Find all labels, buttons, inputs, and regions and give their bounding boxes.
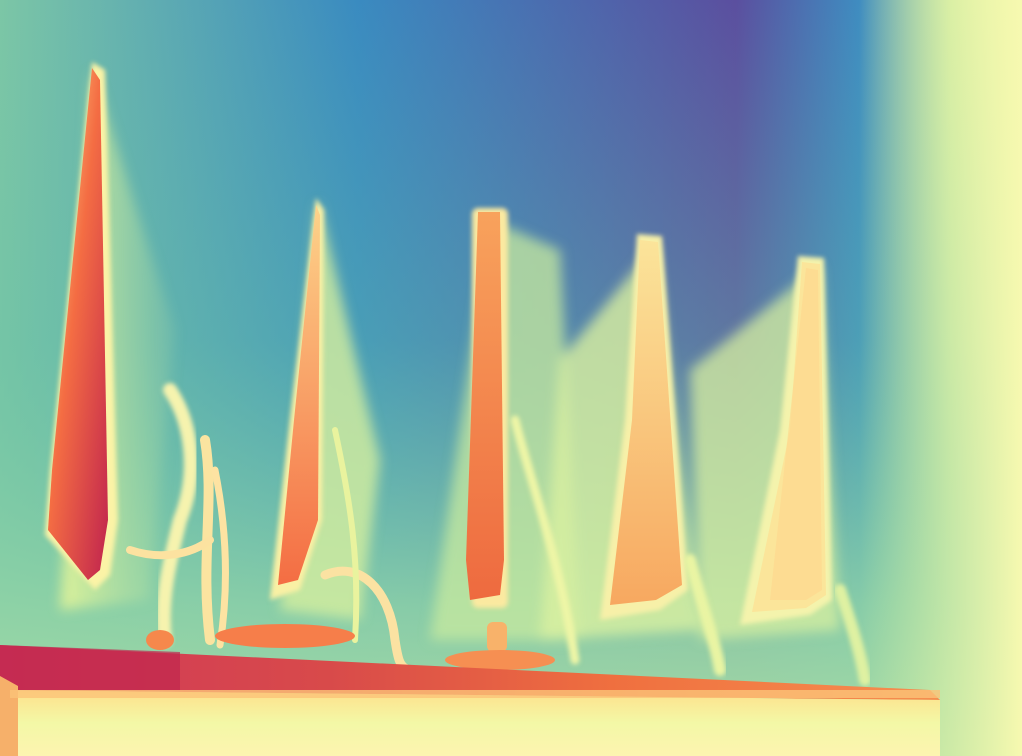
panel-2	[270, 198, 324, 600]
shelf-top-left-highlight	[0, 645, 180, 690]
panel-1	[45, 62, 118, 590]
shelf-front	[0, 690, 940, 756]
shelf-front-rim	[0, 676, 18, 756]
shelf-front-line	[10, 690, 940, 698]
panel-3	[466, 208, 508, 608]
shelf-top	[0, 645, 940, 700]
shelf-objects	[146, 622, 555, 670]
panel-5	[740, 256, 832, 625]
cables	[126, 383, 871, 686]
panel-4	[600, 234, 688, 620]
right-wall	[860, 0, 1022, 756]
